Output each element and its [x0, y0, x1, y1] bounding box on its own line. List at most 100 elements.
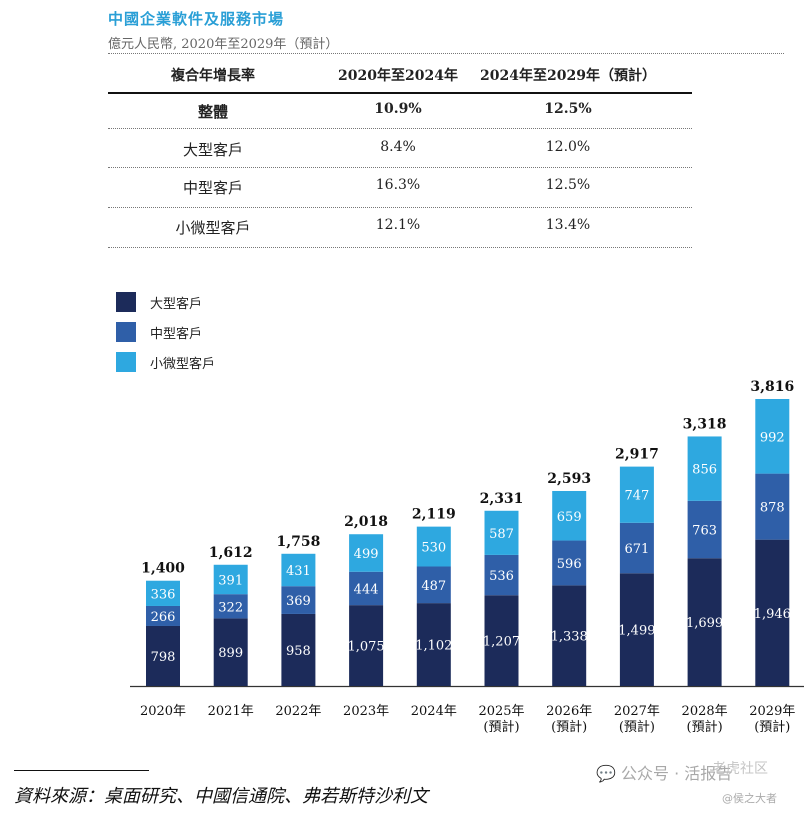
- row-value-period-1: 12.1%: [375, 217, 421, 233]
- bar-segment: [281, 553, 316, 587]
- bar-segment: [552, 490, 587, 541]
- watermark: 💬 公众号 · 活报告: [596, 760, 732, 784]
- wechat-icon: 💬: [596, 764, 616, 783]
- bar-value-label: 1,946: [754, 607, 791, 622]
- bar-value-label: 499: [354, 547, 379, 562]
- bar-segment: [416, 603, 451, 686]
- bar-total-label: 3,318: [683, 416, 727, 432]
- bar-value-label: 530: [421, 541, 446, 556]
- bar-segment: [755, 399, 790, 474]
- bar-value-label: 487: [421, 579, 446, 594]
- row-divider: [108, 128, 692, 129]
- row-value-period-2: 13.4%: [545, 217, 591, 233]
- bar-value-label: 992: [760, 430, 785, 445]
- bar-value-label: 958: [286, 644, 311, 659]
- row-value-period-2: 12.5%: [545, 177, 591, 193]
- x-tick-note: (預計): [483, 719, 519, 735]
- bar-value-label: 369: [286, 594, 311, 609]
- bar-value-label: 536: [489, 569, 514, 584]
- bar-segment: [213, 618, 248, 686]
- x-tick-label: 2025年: [478, 704, 524, 719]
- x-tick-note: (預計): [687, 719, 723, 735]
- legend-swatch-small: [116, 352, 136, 372]
- bar-segment: [687, 436, 722, 501]
- x-tick-note: (預計): [754, 719, 790, 735]
- row-label: 小微型客戶: [175, 219, 251, 237]
- bar-segment: [213, 564, 248, 595]
- bar-segment: [146, 625, 180, 686]
- bar-segment: [619, 466, 654, 523]
- bar-segment: [349, 571, 384, 606]
- bar-segment: [755, 473, 790, 540]
- legend-swatch-large: [116, 292, 136, 312]
- legend-label-large: 大型客戶: [150, 297, 203, 312]
- table-row: 大型客戶 8.4% 12.0%: [108, 130, 692, 168]
- bar-segment: [687, 500, 722, 559]
- bar-value-label: 899: [218, 646, 243, 661]
- table-row: 小微型客戶 12.1% 13.4%: [108, 208, 692, 246]
- table-header-period-1: 2020年至2024年: [338, 68, 458, 84]
- legend-label-medium: 中型客戶: [150, 327, 203, 342]
- bar-value-label: 1,207: [483, 635, 520, 650]
- bar-total-label: 2,018: [344, 514, 388, 530]
- bar-value-label: 587: [489, 527, 514, 542]
- x-tick-label: 2020年: [140, 704, 186, 719]
- x-tick-label: 2027年: [614, 704, 660, 719]
- row-value-period-1: 8.4%: [380, 139, 416, 155]
- bar-segment: [146, 580, 180, 606]
- bar-total-label: 2,331: [480, 491, 524, 507]
- row-value-period-1: 10.9%: [374, 101, 422, 117]
- subtitle-divider: [108, 53, 784, 54]
- x-tick-note: (預計): [619, 719, 655, 735]
- bar-total-label: 3,816: [750, 379, 794, 395]
- bar-value-label: 1,699: [686, 616, 723, 631]
- row-divider: [108, 167, 692, 168]
- x-tick-label: 2028年: [682, 704, 728, 719]
- bar-total-label: 1,758: [276, 534, 320, 550]
- bar-value-label: 747: [624, 489, 649, 504]
- bar-value-label: 391: [218, 573, 243, 588]
- source-note: 資料來源：桌面研究、中國信通院、弗若斯特沙利文: [14, 786, 428, 807]
- table-header-period-2: 2024年至2029年（預計）: [480, 68, 656, 84]
- bar-value-label: 763: [692, 524, 717, 539]
- bar-value-label: 596: [557, 557, 582, 572]
- table-bottom-rule: [108, 247, 692, 248]
- bar-value-label: 671: [624, 542, 649, 557]
- bar-segment: [416, 566, 451, 604]
- bar-segment: [213, 594, 248, 619]
- bar-segment: [484, 595, 519, 686]
- bar-segment: [755, 539, 790, 686]
- bar-total-label: 2,119: [412, 507, 456, 523]
- row-label: 中型客戶: [182, 179, 244, 197]
- bar-segment: [619, 573, 654, 686]
- x-tick-note: (預計): [551, 719, 587, 735]
- bar-value-label: 1,102: [415, 639, 452, 654]
- bar-segment: [281, 613, 316, 686]
- table-header-row: 複合年增長率 2020年至2024年 2024年至2029年（預計）: [108, 56, 692, 94]
- bar-total-label: 1,612: [209, 545, 253, 561]
- x-tick-label: 2026年: [546, 704, 592, 719]
- bar-value-label: 1,338: [551, 630, 588, 645]
- page-title: 中國企業軟件及服務市場: [108, 10, 285, 28]
- row-label: 大型客戶: [182, 141, 244, 159]
- table-row: 整體 10.9% 12.5%: [108, 92, 692, 130]
- bar-segment: [552, 540, 587, 586]
- row-value-period-2: 12.5%: [544, 101, 592, 117]
- bar-value-label: 878: [760, 501, 785, 516]
- bar-segment: [281, 586, 316, 614]
- bar-value-label: 266: [151, 610, 176, 625]
- row-divider: [108, 207, 692, 208]
- page-subtitle: 億元人民幣, 2020年至2029年（預計）: [108, 37, 339, 52]
- bar-segment: [416, 526, 451, 567]
- bar-value-label: 431: [286, 564, 311, 579]
- bar-total-label: 2,917: [615, 447, 659, 463]
- bar-value-label: 336: [151, 587, 176, 602]
- x-tick-label: 2029年: [749, 704, 795, 719]
- bar-value-label: 444: [354, 582, 379, 597]
- bar-value-label: 1,075: [347, 640, 384, 655]
- bar-value-label: 1,499: [618, 624, 655, 639]
- bar-segment: [552, 585, 587, 686]
- bar-segment: [619, 522, 654, 574]
- row-value-period-2: 12.0%: [545, 139, 591, 155]
- row-label: 整體: [197, 103, 229, 121]
